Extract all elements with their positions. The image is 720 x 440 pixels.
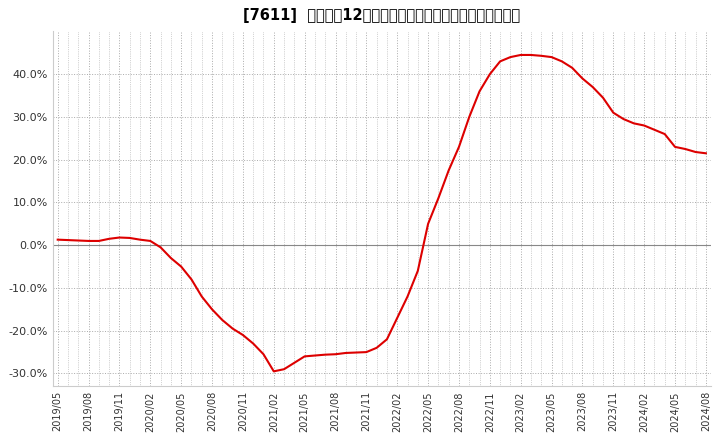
Title: [7611]  売上高の12か月移動合計の対前年同期増減率の推移: [7611] 売上高の12か月移動合計の対前年同期増減率の推移 [243,8,521,23]
